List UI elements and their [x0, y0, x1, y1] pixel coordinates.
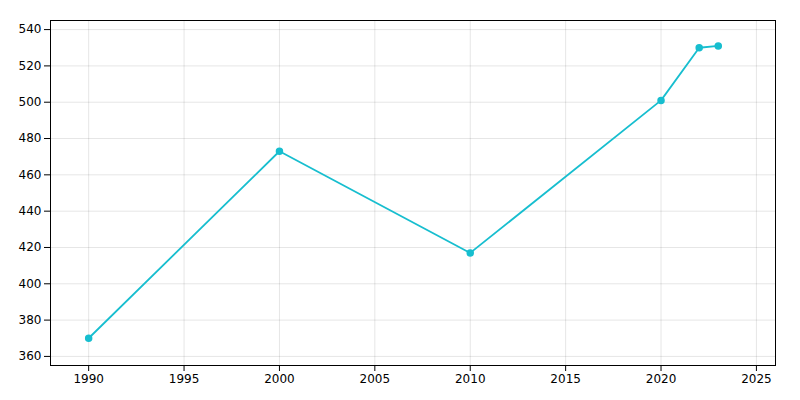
svg-text:2025: 2025: [741, 372, 772, 386]
svg-text:2010: 2010: [455, 372, 486, 386]
svg-text:440: 440: [19, 204, 42, 218]
svg-text:2015: 2015: [550, 372, 581, 386]
svg-text:360: 360: [19, 349, 42, 363]
svg-text:1990: 1990: [73, 372, 104, 386]
svg-text:540: 540: [19, 22, 42, 36]
svg-text:480: 480: [19, 131, 42, 145]
svg-text:460: 460: [19, 168, 42, 182]
svg-text:520: 520: [19, 59, 42, 73]
svg-text:500: 500: [19, 95, 42, 109]
svg-text:400: 400: [19, 277, 42, 291]
svg-text:420: 420: [19, 240, 42, 254]
svg-text:380: 380: [19, 313, 42, 327]
svg-text:2000: 2000: [264, 372, 295, 386]
svg-text:2020: 2020: [646, 372, 677, 386]
svg-text:2005: 2005: [360, 372, 391, 386]
svg-text:1995: 1995: [169, 372, 200, 386]
